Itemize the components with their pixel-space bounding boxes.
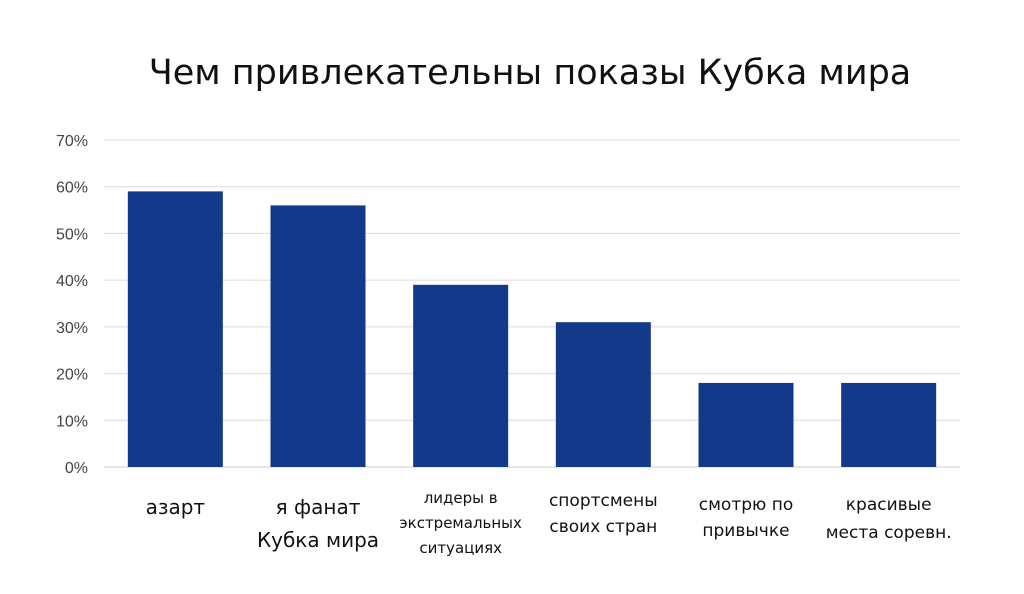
y-tick-label: 20% [56,367,88,384]
bar [698,382,794,467]
y-tick-label: 50% [56,226,88,243]
x-tick-label: спортсмены своих стран [549,491,658,537]
y-tick-label: 70% [56,133,88,150]
bar [555,322,651,467]
y-axis-ticks: 0% 10% 20% 30% 40% 50% 60% 70% [56,133,88,477]
x-axis-labels: азарт я фанат Кубка мира лидеры в экстремаль… [146,489,952,557]
x-tick-label: смотрю по привычке [699,495,794,541]
x-tick-label: я фанат Кубка мира [257,495,379,552]
y-tick-label: 10% [56,413,88,430]
bar [270,205,366,467]
y-tick-label: 0% [65,460,88,477]
bar [127,191,223,467]
x-tick-label: лидеры в экстремальных ситуациях [399,489,522,557]
bar [841,382,937,467]
bars [127,191,937,467]
bar [413,284,509,467]
x-tick-label: красивые места соревн. [826,495,952,543]
chart-title: Чем привлекательны показы Кубка мира [149,53,912,93]
x-tick-label: азарт [146,495,206,519]
y-tick-label: 30% [56,320,88,337]
gridlines [104,139,960,468]
y-tick-label: 60% [56,180,88,197]
y-tick-label: 40% [56,273,88,290]
